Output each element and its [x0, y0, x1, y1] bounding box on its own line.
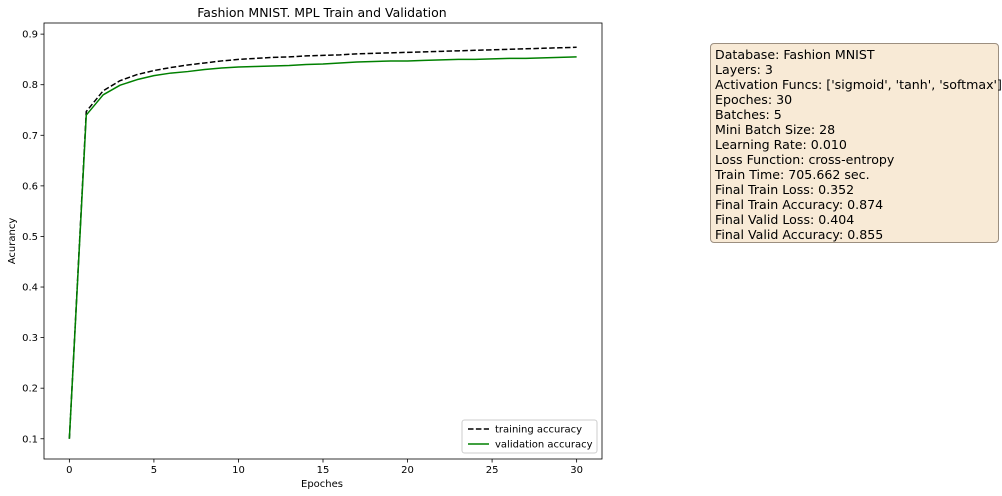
info-final-train-accuracy: Final Train Accuracy: 0.874 [715, 197, 884, 212]
x-tick-label: 20 [401, 465, 414, 476]
x-tick-label: 0 [66, 465, 72, 476]
info-final-train-loss: Final Train Loss: 0.352 [715, 182, 855, 197]
x-tick-label: 5 [151, 465, 157, 476]
y-tick-label: 0.5 [22, 232, 38, 243]
series-line-validation [68, 56, 577, 439]
x-axis-label: Epoches [301, 479, 343, 490]
y-tick-label: 0.2 [22, 384, 38, 395]
x-tick-label: 25 [486, 465, 499, 476]
info-final-valid-loss: Final Valid Loss: 0.404 [715, 212, 855, 227]
info-epoches: Epoches: 30 [715, 92, 793, 107]
y-tick-label: 0.9 [22, 30, 38, 41]
y-tick-label: 0.4 [22, 283, 38, 294]
legend-label-validation: validation accuracy [495, 440, 593, 451]
info-batches: Batches: 5 [715, 107, 782, 122]
info-train-time: Train Time: 705.662 sec. [715, 167, 870, 182]
info-final-valid-accuracy: Final Valid Accuracy: 0.855 [715, 227, 884, 242]
legend-label-training: training accuracy [495, 425, 582, 436]
x-tick-label: 30 [570, 465, 583, 476]
y-tick-label: 0.3 [22, 333, 38, 344]
plot-area: 0 5 10 15 20 25 30 0.1 0.2 0.3 0.4 0.5 0.6 0.7 0.8 0.9 t… [22, 22, 603, 476]
y-tick-label: 0.7 [22, 131, 38, 142]
axes-frame [43, 22, 603, 460]
info-learning-rate: Learning Rate: 0.010 [715, 137, 847, 152]
series-line-training [68, 46, 577, 439]
info-database: Database: Fashion MNIST [715, 47, 875, 62]
training-info-box: Database: Fashion MNIST Layers: 3 Activa… [710, 43, 1002, 243]
info-loss-function: Loss Function: cross-entropy [715, 152, 895, 167]
x-tick-label: 10 [232, 465, 245, 476]
x-tick-label: 15 [317, 465, 330, 476]
info-mini-batch-size: Mini Batch Size: 28 [715, 122, 836, 137]
info-activation-funcs: Activation Funcs: ['sigmoid', 'tanh', 's… [715, 77, 1002, 92]
y-tick-label: 0.8 [22, 80, 38, 91]
y-tick-label: 0.6 [22, 181, 38, 192]
chart-title: Fashion MNIST. MPL Train and Validation [197, 5, 446, 20]
legend-box [461, 419, 598, 454]
y-axis-label: Acurancy [7, 218, 18, 265]
info-layers: Layers: 3 [715, 62, 773, 77]
y-tick-label: 0.1 [22, 434, 38, 445]
